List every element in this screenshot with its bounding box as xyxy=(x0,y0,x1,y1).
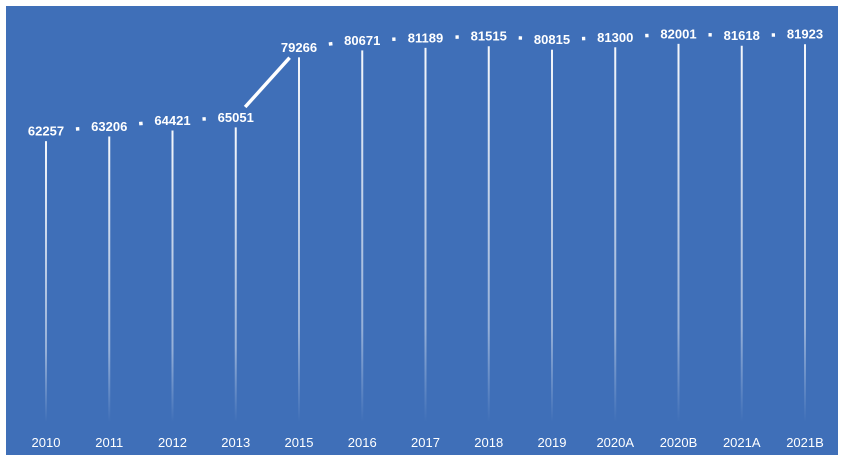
drop-lines xyxy=(45,43,806,423)
drop-line-2011 xyxy=(108,136,111,422)
x-tick-label-2020a: 2020A xyxy=(596,435,634,450)
x-tick-label-2017: 2017 xyxy=(411,435,440,450)
drop-line-2021b xyxy=(804,44,806,423)
data-label-2017: 81189 xyxy=(408,30,443,45)
drop-line-2020b xyxy=(677,43,680,423)
x-tick-label-2018: 2018 xyxy=(474,435,503,450)
x-tick-label-2021a: 2021A xyxy=(723,435,761,450)
data-label-2020b: 82001 xyxy=(660,26,696,41)
x-tick-label-2013: 2013 xyxy=(221,435,250,450)
drop-line-2015 xyxy=(298,57,300,423)
x-tick-label-2011: 2011 xyxy=(95,435,123,450)
data-label-2016: 80671 xyxy=(344,33,380,48)
x-tick-label-2015: 2015 xyxy=(285,435,314,450)
x-axis-tick-labels: 2010 2011 2012 2013 2015 2016 2017 2018 2019 2020… xyxy=(32,435,824,450)
data-label-2015: 79266 xyxy=(281,40,317,55)
drop-line-2013 xyxy=(234,127,237,422)
data-label-2013: 65051 xyxy=(218,110,254,125)
series-line xyxy=(75,32,776,131)
x-tick-label-2019: 2019 xyxy=(538,435,567,450)
data-label-2021b: 81923 xyxy=(787,27,823,42)
x-tick-label-2016: 2016 xyxy=(348,435,377,450)
drop-line-2021a xyxy=(740,45,743,422)
x-tick-label-2021b: 2021B xyxy=(786,435,824,450)
x-tick-label-2012: 2012 xyxy=(158,435,187,450)
drop-line-2012 xyxy=(171,130,174,422)
line-segment-2013-2015 xyxy=(243,56,291,109)
drop-line-2010 xyxy=(45,141,47,422)
drop-line-2016 xyxy=(361,50,364,422)
x-tick-label-2010: 2010 xyxy=(32,435,61,450)
x-tick-label-2020b: 2020B xyxy=(660,435,698,450)
data-label-2012: 64421 xyxy=(154,113,190,128)
drop-line-2017 xyxy=(424,47,427,422)
data-labels: 62257 63206 64421 65051 79266 80671 81189 81515… xyxy=(28,26,823,138)
data-label-2011: 63206 xyxy=(91,119,127,134)
chart-background xyxy=(6,6,838,455)
data-label-2021a: 81618 xyxy=(724,28,760,43)
data-label-2019: 80815 xyxy=(534,32,570,47)
data-label-2018: 81515 xyxy=(471,29,507,44)
drop-line-2020a xyxy=(614,47,617,423)
data-label-2020a: 81300 xyxy=(597,30,633,45)
data-label-2010: 62257 xyxy=(28,124,64,139)
drop-line-2018 xyxy=(487,46,490,423)
drop-line-2019 xyxy=(551,49,553,422)
